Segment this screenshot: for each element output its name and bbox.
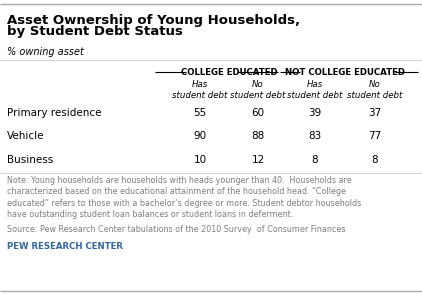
Text: PEW RESEARCH CENTER: PEW RESEARCH CENTER [7,242,123,251]
Text: Has
student debt: Has student debt [287,80,343,100]
Text: Note: Young households are households with heads younger than 40.  Households ar: Note: Young households are households wi… [7,176,361,219]
Text: 10: 10 [193,155,206,165]
Text: 90: 90 [193,131,206,141]
Text: 88: 88 [252,131,265,141]
Text: 77: 77 [368,131,381,141]
Text: 83: 83 [308,131,322,141]
Text: NOT COLLEGE EDUCATED: NOT COLLEGE EDUCATED [285,68,405,77]
Text: Asset Ownership of Young Households,: Asset Ownership of Young Households, [7,14,300,27]
Text: 60: 60 [252,108,265,118]
Text: No
student debt: No student debt [230,80,286,100]
Text: Source: Pew Research Center tabulations of the 2010 Survey  of Consumer Finances: Source: Pew Research Center tabulations … [7,225,346,234]
Text: 12: 12 [252,155,265,165]
Text: 8: 8 [372,155,378,165]
Text: COLLEGE EDUCATED: COLLEGE EDUCATED [181,68,277,77]
Text: Has
student debt: Has student debt [172,80,228,100]
Text: by Student Debt Status: by Student Debt Status [7,25,183,38]
Text: % owning asset: % owning asset [7,47,84,57]
Text: 55: 55 [193,108,207,118]
Text: Primary residence: Primary residence [7,108,102,118]
Text: Business: Business [7,155,53,165]
Text: 8: 8 [312,155,318,165]
Text: Vehicle: Vehicle [7,131,44,141]
Text: 39: 39 [308,108,322,118]
Text: 37: 37 [368,108,381,118]
Text: No
student debt: No student debt [347,80,403,100]
